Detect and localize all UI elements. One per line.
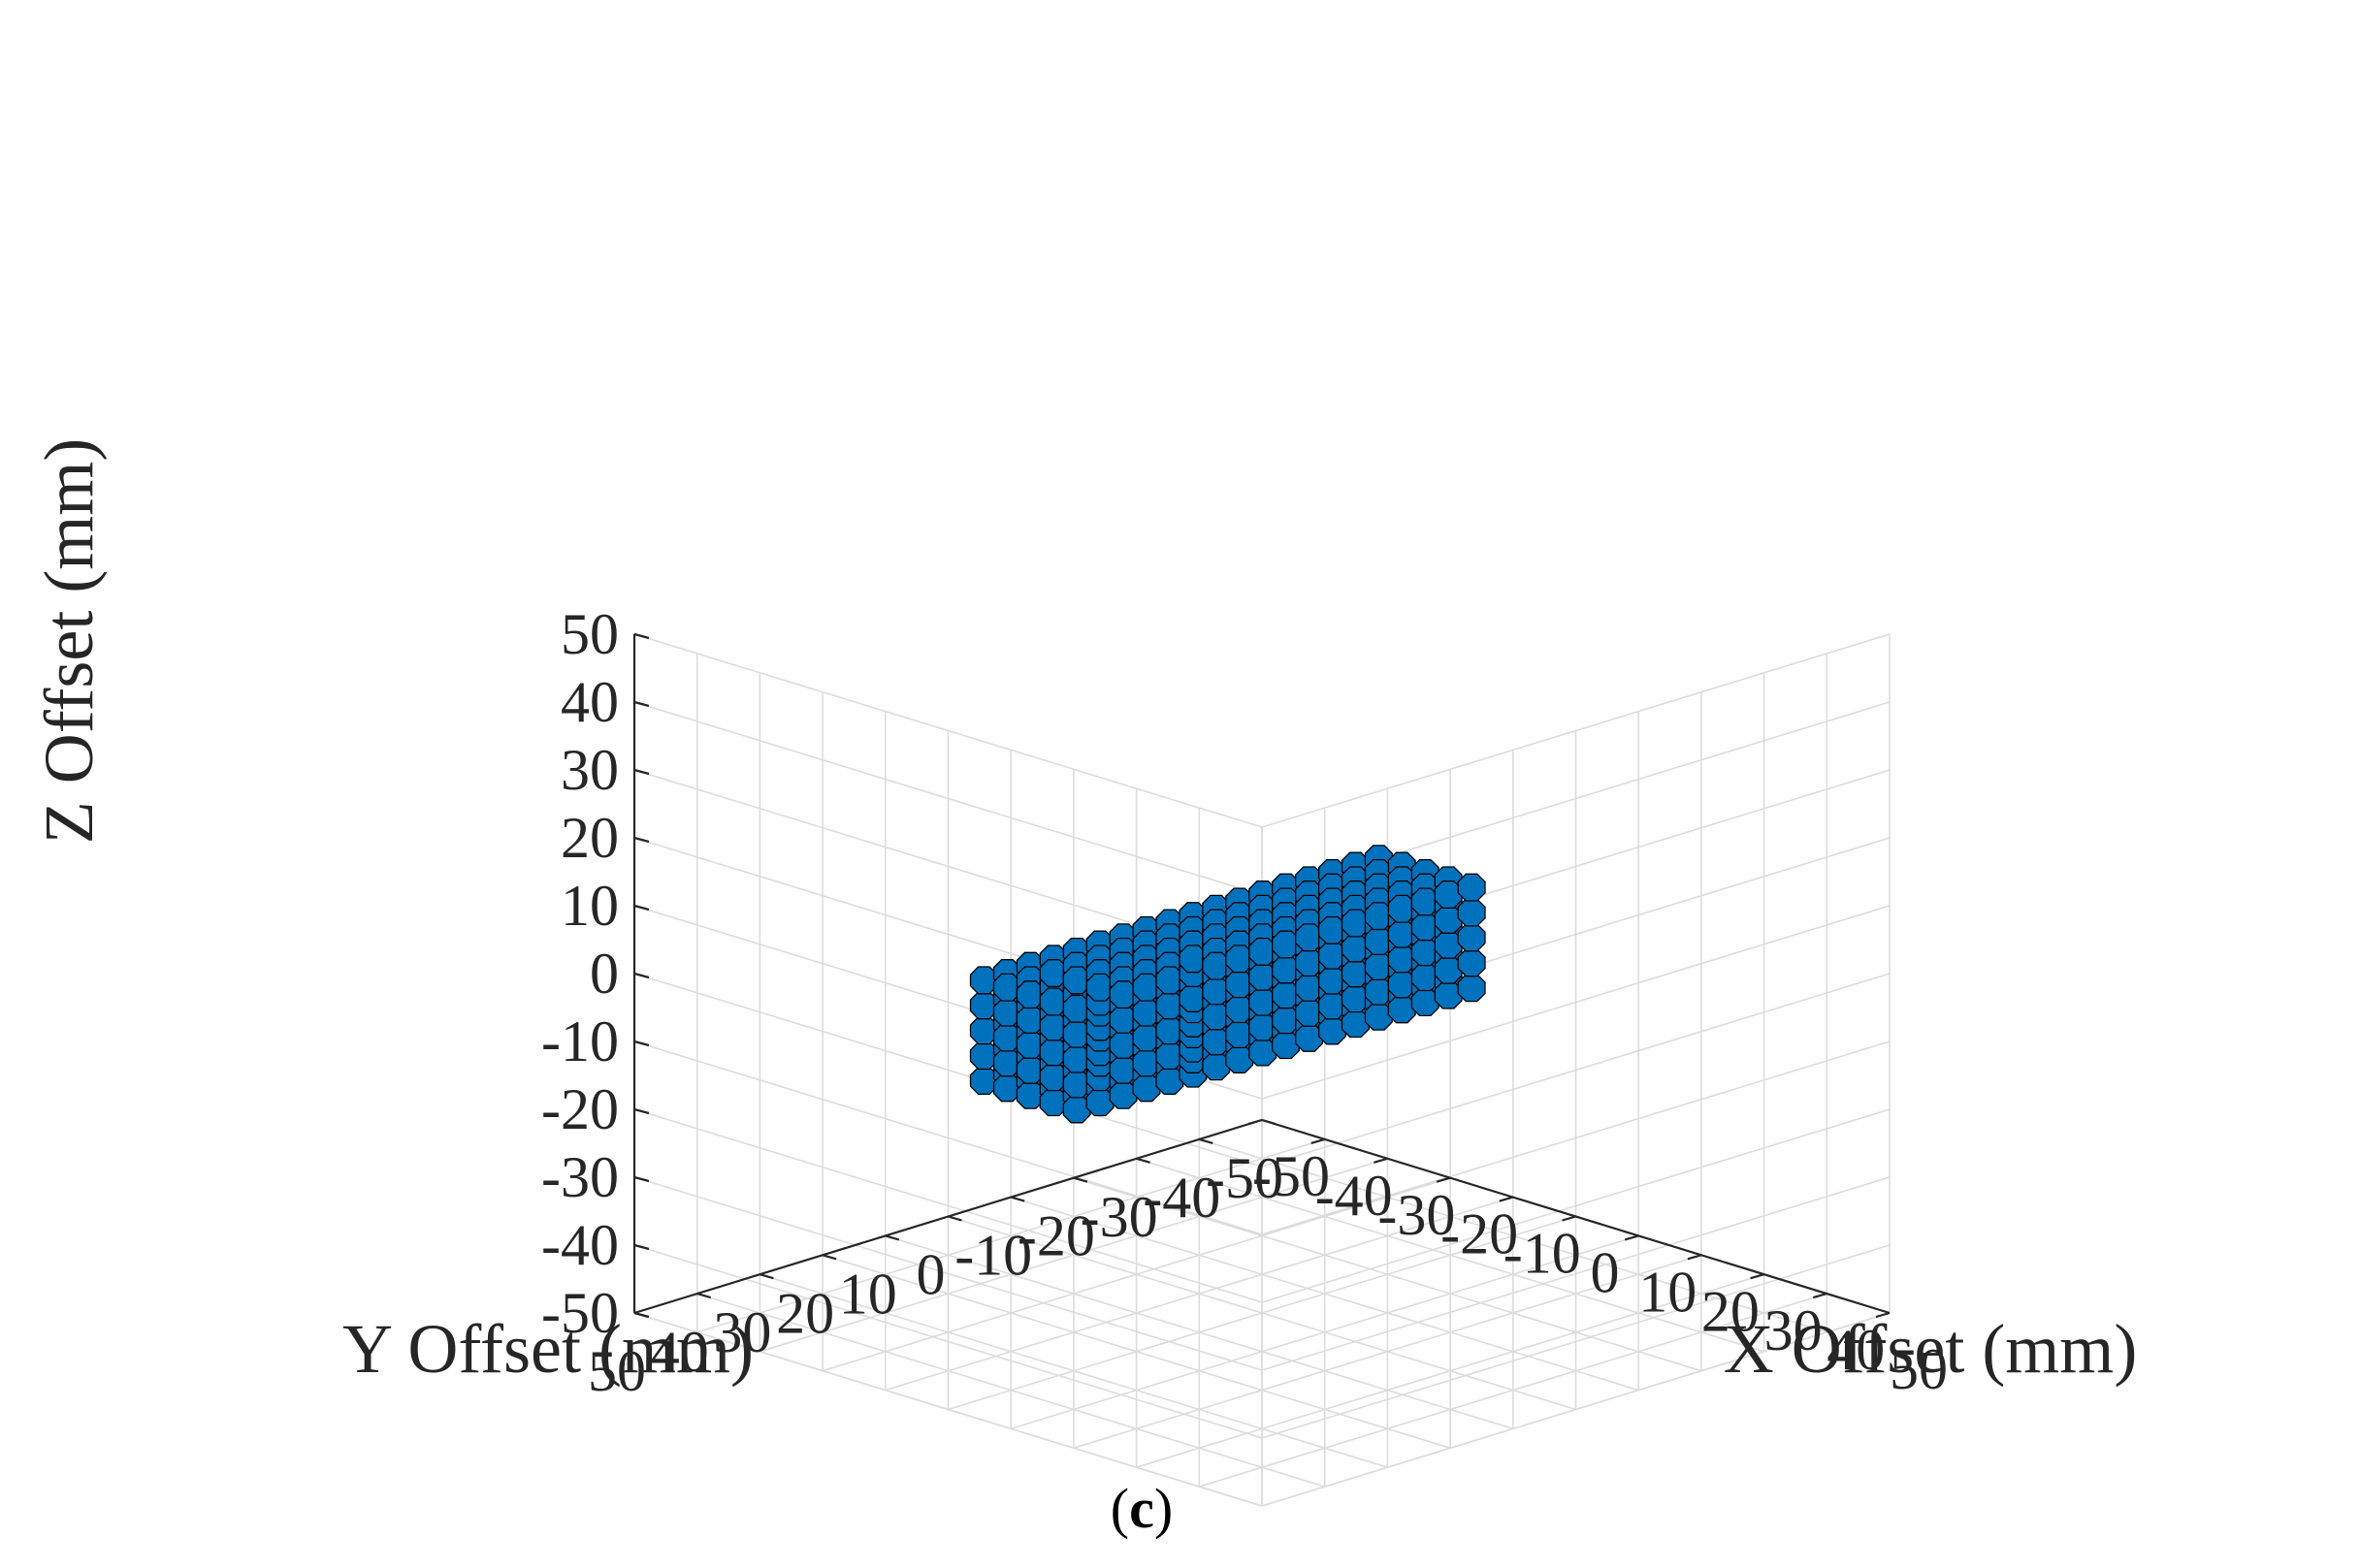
- grid-lines: [633, 633, 1891, 1507]
- grid-line: [1261, 1312, 1891, 1507]
- caption-letter: c: [1129, 1477, 1154, 1540]
- z-tick-label: -50: [541, 1281, 619, 1345]
- grid-line: [633, 1312, 1263, 1507]
- x-tick: [1247, 1118, 1263, 1126]
- y-tick-label: -40: [1143, 1166, 1220, 1230]
- y-tick: [885, 1234, 900, 1241]
- z-tick: [633, 700, 650, 708]
- z-tick-label: 20: [561, 806, 619, 870]
- z-axis-label: Z Offset (mm): [30, 438, 108, 845]
- y-tick: [948, 1215, 962, 1222]
- x-tick: [1812, 1293, 1827, 1299]
- grid-line: [1199, 1293, 1827, 1488]
- z-tick-label: 50: [561, 602, 619, 666]
- x-tick-label: 20: [1701, 1279, 1760, 1343]
- x-tick-label: 0: [1591, 1241, 1620, 1305]
- z-tick: [633, 1175, 650, 1183]
- x-tick: [1562, 1215, 1576, 1222]
- y-tick: [822, 1254, 837, 1261]
- x-tick-label: 30: [1764, 1298, 1823, 1362]
- grid-line: [760, 1273, 1388, 1468]
- y-tick-label: 10: [839, 1262, 897, 1326]
- y-tick: [696, 1293, 712, 1299]
- x-tick-label: -30: [1377, 1183, 1455, 1247]
- z-tick-label: -30: [541, 1145, 619, 1209]
- y-tick-label: -20: [1018, 1204, 1095, 1268]
- voxel-marker: [1457, 873, 1486, 902]
- y-tick-label: 50: [588, 1339, 646, 1403]
- z-tick: [633, 904, 650, 912]
- z-tick: [633, 768, 650, 776]
- grid-line: [633, 973, 1263, 1168]
- z-tick: [633, 972, 650, 979]
- x-tick: [1436, 1176, 1451, 1183]
- x-tick: [1750, 1273, 1764, 1280]
- voxel-marker: [1457, 948, 1486, 977]
- x-tick-label: -50: [1252, 1144, 1330, 1208]
- x-tick-label: -20: [1440, 1202, 1518, 1266]
- x-tick: [1687, 1254, 1702, 1261]
- y-tick-label: 30: [713, 1300, 771, 1364]
- voxel-marker: [1457, 898, 1486, 927]
- grid-line: [1261, 633, 1891, 828]
- z-tick: [633, 836, 650, 844]
- caption-open-paren: (: [1111, 1477, 1129, 1540]
- z-tick-label: -20: [541, 1077, 619, 1141]
- y-tick: [1261, 1118, 1277, 1126]
- y-tick-label: -10: [954, 1224, 1032, 1288]
- grid-line: [633, 701, 1263, 896]
- y-tick: [1136, 1157, 1150, 1164]
- grid-line: [696, 1293, 1325, 1488]
- x-tick: [1374, 1157, 1388, 1164]
- y-tick-label: 0: [917, 1243, 946, 1307]
- x-tick-label: -40: [1315, 1164, 1393, 1228]
- z-tick: [633, 632, 650, 640]
- x-tick-label: 10: [1638, 1260, 1697, 1324]
- caption-close-paren: ): [1154, 1477, 1173, 1540]
- voxel-marker: [1457, 923, 1486, 952]
- z-tick-label: 30: [561, 738, 619, 802]
- x-axis-label: X Offset (mm): [1724, 1310, 2138, 1388]
- grid-line: [1136, 1273, 1764, 1468]
- figure-caption: (c): [1111, 1477, 1173, 1540]
- y-tick: [1198, 1137, 1213, 1144]
- z-tick-label: 0: [590, 942, 619, 1006]
- x-tick-label: 40: [1827, 1318, 1885, 1382]
- y-tick: [633, 1311, 649, 1319]
- z-tick: [633, 1243, 650, 1251]
- y-tick: [760, 1273, 774, 1280]
- voxel-marker: [1457, 974, 1486, 1003]
- grid-line: [1261, 905, 1891, 1100]
- y-axis-label: Y Offset (mm): [342, 1310, 754, 1388]
- z-tick-label: -40: [541, 1213, 619, 1277]
- x-tick-label: 50: [1890, 1337, 1948, 1401]
- y-tick: [1073, 1176, 1088, 1183]
- voxel-cloud: [969, 845, 1486, 1124]
- grid-line: [1261, 973, 1891, 1168]
- z-tick-label: -10: [541, 1009, 619, 1073]
- y-tick-label: -30: [1081, 1185, 1158, 1249]
- y-tick-label: 40: [651, 1320, 709, 1384]
- x-tick: [1310, 1137, 1326, 1144]
- z-tick: [633, 1107, 650, 1115]
- y-tick: [1010, 1196, 1025, 1202]
- z-tick-label: 40: [561, 670, 619, 734]
- y-tick-label: 20: [776, 1281, 834, 1345]
- y-tick-label: -50: [1206, 1146, 1283, 1210]
- grid-line: [633, 633, 1263, 828]
- z-tick: [633, 1040, 650, 1047]
- x-tick: [1499, 1196, 1514, 1202]
- x-tick: [1624, 1234, 1639, 1241]
- z-tick-label: 10: [561, 874, 619, 938]
- x-tick-label: -10: [1503, 1222, 1581, 1286]
- x-tick: [1875, 1311, 1891, 1319]
